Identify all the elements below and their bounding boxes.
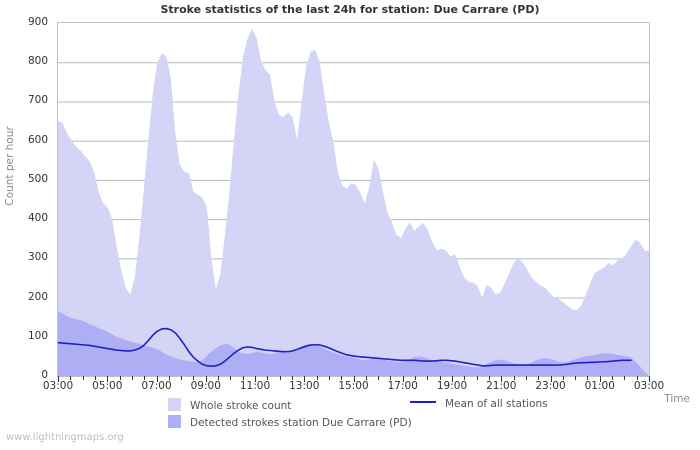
x-minor-tick-mark — [70, 376, 71, 380]
x-minor-tick-mark — [390, 376, 391, 380]
legend-label-detected-strokes: Detected strokes station Due Carrare (PD… — [190, 417, 412, 429]
x-minor-tick-mark — [366, 376, 367, 380]
series-area-whole-stroke-count — [58, 28, 649, 376]
x-minor-tick-mark — [83, 376, 84, 380]
x-tick-mark — [600, 376, 601, 382]
x-minor-tick-mark — [587, 376, 588, 380]
legend-swatch-detected-strokes — [168, 415, 181, 428]
y-tick-label: 300 — [27, 251, 48, 264]
x-tick-mark — [354, 376, 355, 382]
chart-legend: Whole stroke count Mean of all stations … — [0, 396, 700, 429]
x-tick-label: 13:00 — [289, 380, 320, 392]
watermark: www.lightningmaps.org — [6, 432, 124, 443]
y-tick-label: 0 — [41, 369, 48, 381]
x-tick-label: 01:00 — [584, 380, 615, 392]
x-minor-tick-mark — [144, 376, 145, 380]
x-minor-tick-mark — [218, 376, 219, 380]
x-minor-tick-mark — [538, 376, 539, 380]
x-minor-tick-mark — [427, 376, 428, 380]
legend-entry-detected-strokes: Detected strokes station Due Carrare (PD… — [168, 415, 412, 429]
x-tick-label: 07:00 — [141, 380, 172, 392]
legend-label-mean-of-all-stations: Mean of all stations — [445, 398, 548, 410]
x-tick-mark — [157, 376, 158, 382]
legend-swatch-whole-stroke-count — [168, 398, 181, 411]
legend-entry-mean-of-all-stations: Mean of all stations — [410, 398, 548, 410]
x-tick-label: 09:00 — [190, 380, 221, 392]
x-minor-tick-mark — [464, 376, 465, 380]
series-area-detected-strokes — [58, 311, 649, 376]
y-tick-label: 800 — [27, 55, 48, 68]
y-tick-label: 700 — [27, 94, 48, 107]
x-axis-label: Time — [664, 393, 690, 405]
legend-line-mean-of-all-stations — [410, 401, 436, 403]
y-tick-label: 500 — [27, 172, 48, 185]
x-minor-tick-mark — [341, 376, 342, 380]
x-minor-tick-mark — [132, 376, 133, 380]
y-tick-label: 100 — [27, 329, 48, 342]
x-tick-mark — [452, 376, 453, 382]
legend-entry-whole-stroke-count: Whole stroke count — [168, 398, 291, 412]
x-minor-tick-mark — [120, 376, 121, 380]
x-tick-label: 03:00 — [633, 380, 665, 392]
x-tick-mark — [304, 376, 305, 382]
legend-label-whole-stroke-count: Whole stroke count — [190, 400, 292, 412]
x-minor-tick-mark — [378, 376, 379, 380]
x-tick-label: 19:00 — [436, 380, 468, 392]
y-tick-label: 200 — [27, 290, 48, 303]
x-tick-label: 15:00 — [338, 380, 369, 392]
y-tick-label: 900 — [27, 16, 48, 28]
y-tick-label: 600 — [27, 133, 48, 146]
x-minor-tick-mark — [563, 376, 564, 380]
x-minor-tick-mark — [95, 376, 96, 380]
x-minor-tick-mark — [612, 376, 613, 380]
x-tick-mark — [255, 376, 256, 382]
plot-area — [57, 22, 650, 377]
x-tick-mark — [501, 376, 502, 382]
chart-title: Stroke statistics of the last 24h for st… — [160, 3, 540, 16]
x-tick-mark — [403, 376, 404, 382]
x-tick-label: 17:00 — [387, 380, 418, 392]
x-minor-tick-mark — [489, 376, 490, 380]
chart-plot-svg — [58, 28, 649, 376]
x-minor-tick-mark — [329, 376, 330, 380]
x-tick-label: 03:00 — [42, 380, 74, 392]
x-minor-tick-mark — [514, 376, 515, 380]
x-minor-tick-mark — [280, 376, 281, 380]
x-minor-tick-mark — [181, 376, 182, 380]
x-minor-tick-mark — [440, 376, 441, 380]
x-minor-tick-mark — [526, 376, 527, 380]
x-tick-mark — [206, 376, 207, 382]
y-tick-label: 400 — [27, 212, 48, 225]
x-minor-tick-mark — [637, 376, 638, 380]
x-tick-label: 23:00 — [535, 380, 566, 392]
series-line-mean-of-all-stations — [58, 327, 632, 367]
x-tick-label: 21:00 — [486, 380, 517, 392]
x-minor-tick-mark — [624, 376, 625, 380]
x-minor-tick-mark — [243, 376, 244, 380]
x-tick-label: 05:00 — [92, 380, 123, 392]
x-minor-tick-mark — [317, 376, 318, 380]
x-tick-mark — [551, 376, 552, 382]
x-tick-label: 11:00 — [239, 380, 271, 392]
x-tick-mark — [649, 376, 650, 382]
x-minor-tick-mark — [169, 376, 170, 380]
x-tick-mark — [107, 376, 108, 382]
x-minor-tick-mark — [415, 376, 416, 380]
x-minor-tick-mark — [292, 376, 293, 380]
x-minor-tick-mark — [477, 376, 478, 380]
x-tick-mark — [58, 376, 59, 382]
x-minor-tick-mark — [193, 376, 194, 380]
x-minor-tick-mark — [267, 376, 268, 380]
x-minor-tick-mark — [230, 376, 231, 380]
x-minor-tick-mark — [575, 376, 576, 380]
